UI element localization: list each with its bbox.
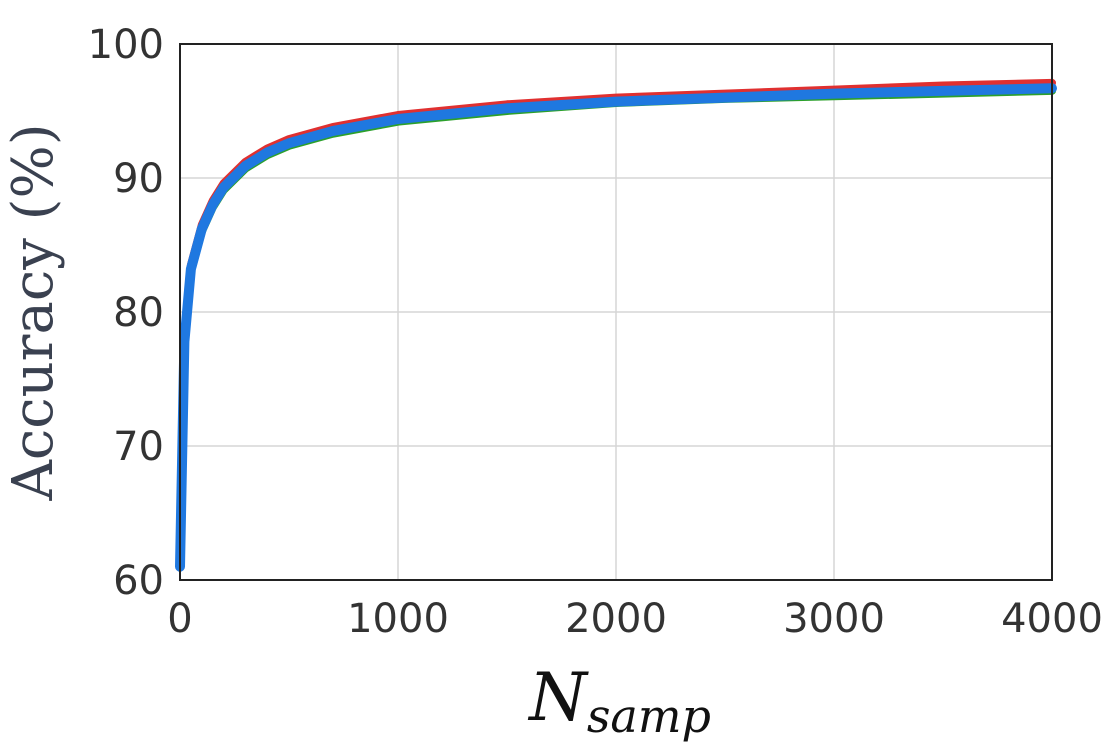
y-tick-labels: 60 70 80 90 100 (88, 22, 164, 604)
x-axis-label: Nsamp (527, 659, 711, 743)
x-axis-label-main: N (527, 659, 589, 736)
x-axis-label-subscript: samp (587, 689, 711, 743)
y-axis-label: Accuracy (%) (1, 123, 66, 501)
x-tick-labels: 0 1000 2000 3000 4000 (167, 596, 1103, 642)
series-line-2 (175, 83, 1057, 572)
x-tick-label-1: 1000 (347, 596, 449, 642)
series-lines (175, 78, 1057, 572)
y-tick-label-1: 70 (113, 424, 164, 470)
y-tick-label-2: 80 (113, 290, 164, 336)
grid-lines (179, 43, 1053, 581)
x-tick-label-0: 0 (167, 596, 192, 642)
y-tick-label-4: 100 (88, 22, 164, 68)
x-tick-label-2: 2000 (565, 596, 667, 642)
y-tick-label-0: 60 (113, 558, 164, 604)
x-tick-label-4: 4000 (1001, 596, 1103, 642)
x-tick-label-3: 3000 (783, 596, 885, 642)
plot-frame (179, 43, 1053, 581)
y-tick-label-3: 90 (113, 156, 164, 202)
